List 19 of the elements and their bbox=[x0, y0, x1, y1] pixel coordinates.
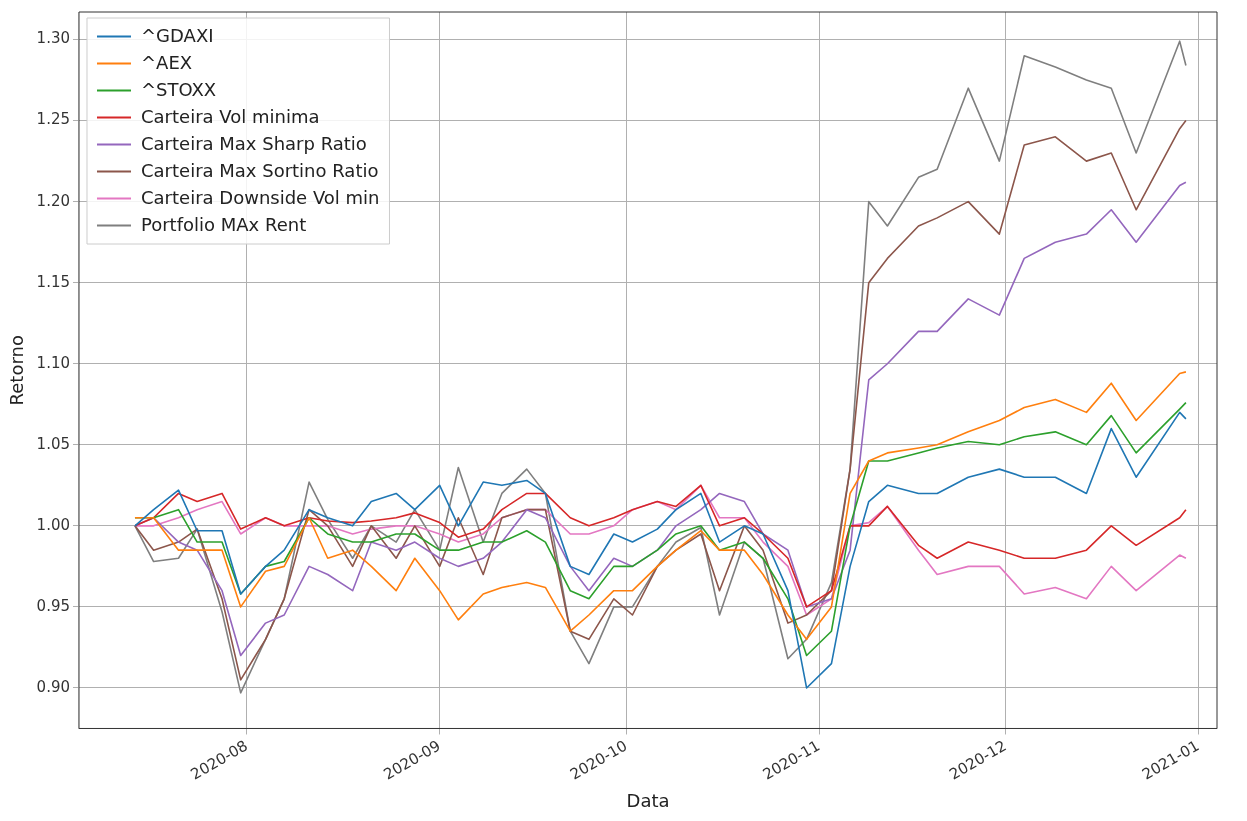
y-tick-label: 1.15 bbox=[36, 272, 70, 291]
y-tick-label: 1.20 bbox=[36, 191, 70, 210]
legend-label: ^AEX bbox=[141, 52, 193, 74]
y-tick-label: 0.95 bbox=[36, 596, 70, 615]
y-tick-label: 1.10 bbox=[36, 353, 70, 372]
y-tick-label: 1.00 bbox=[36, 515, 70, 534]
y-tick-label: 0.90 bbox=[36, 677, 70, 696]
legend-label: ^STOXX bbox=[141, 79, 217, 101]
legend-label: Carteira Downside Vol min bbox=[141, 187, 380, 209]
y-tick-label: 1.30 bbox=[36, 29, 70, 48]
y-axis-title: Retorno bbox=[6, 335, 28, 406]
y-tick-label: 1.25 bbox=[36, 110, 70, 129]
legend-label: ^GDAXI bbox=[141, 25, 214, 47]
y-tick-label: 1.05 bbox=[36, 434, 70, 453]
legend-label: Carteira Vol minima bbox=[141, 106, 320, 128]
legend-label: Portfolio MAx Rent bbox=[141, 214, 307, 236]
legend-label: Carteira Max Sortino Ratio bbox=[141, 160, 379, 182]
legend-label: Carteira Max Sharp Ratio bbox=[141, 133, 367, 155]
x-axis-title: Data bbox=[626, 789, 670, 811]
